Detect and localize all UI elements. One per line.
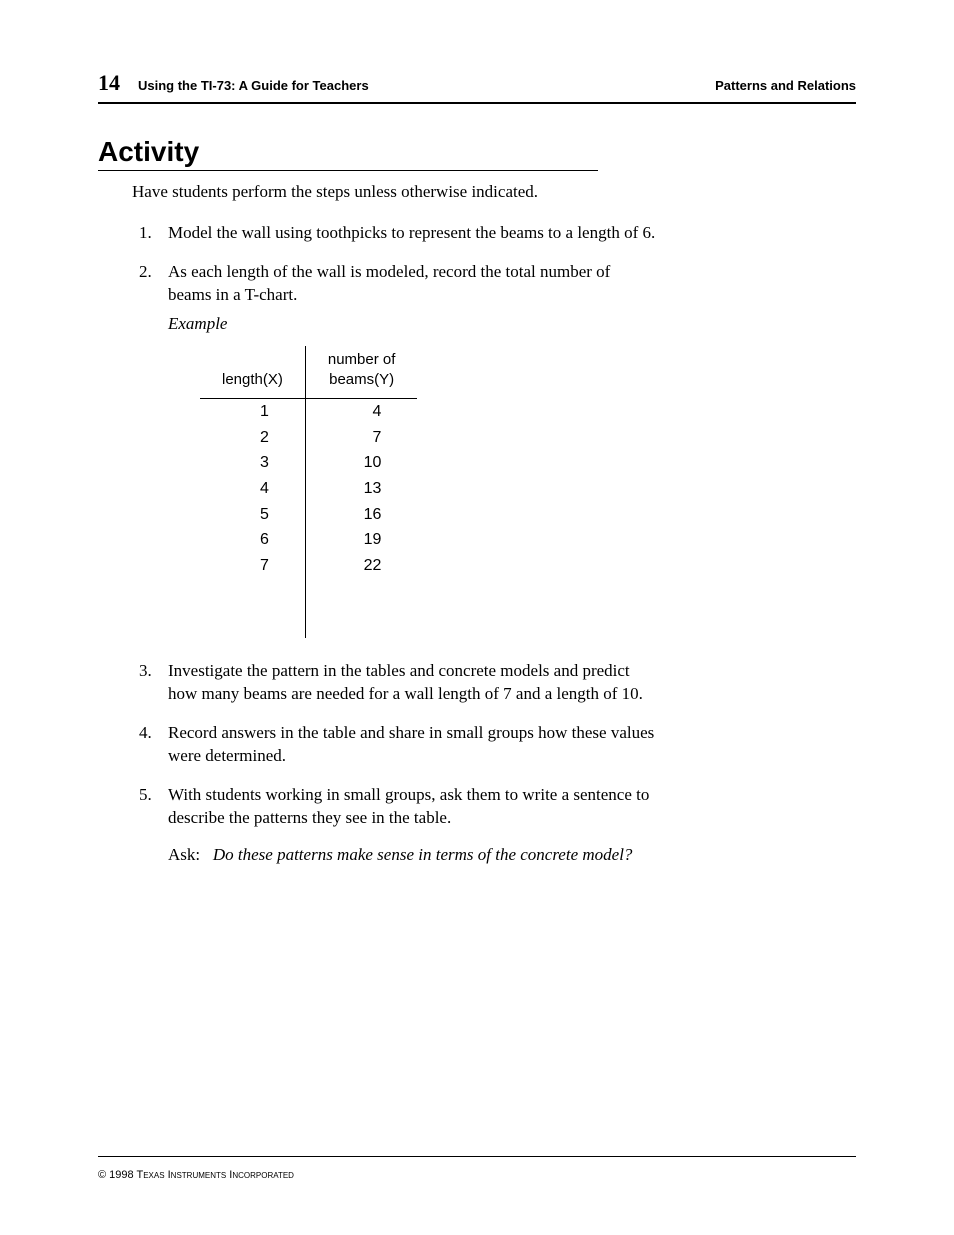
- table-row: 619: [200, 527, 417, 553]
- ask-question: Do these patterns make sense in terms of…: [213, 845, 633, 864]
- ask-label: Ask:: [168, 845, 200, 864]
- step-5-text: With students working in small groups, a…: [168, 785, 649, 827]
- steps-list: Model the wall using toothpicks to repre…: [156, 222, 656, 867]
- step-5: With students working in small groups, a…: [156, 784, 656, 867]
- page: 14 Using the TI-73: A Guide for Teachers…: [0, 0, 954, 867]
- table-row: 516: [200, 502, 417, 528]
- t-chart: length(X) number ofbeams(Y) 14 27 310 41…: [200, 346, 656, 639]
- step-2-text: As each length of the wall is modeled, r…: [168, 262, 610, 304]
- step-4: Record answers in the table and share in…: [156, 722, 656, 768]
- example-label: Example: [168, 313, 656, 336]
- table-spacer: [200, 578, 417, 638]
- book-title: Using the TI-73: A Guide for Teachers: [138, 78, 369, 93]
- table-row: 310: [200, 450, 417, 476]
- page-footer: © 1998 Texas Instruments Incorporated: [98, 1156, 856, 1183]
- t-chart-table: length(X) number ofbeams(Y) 14 27 310 41…: [200, 346, 417, 639]
- header-left: 14 Using the TI-73: A Guide for Teachers: [98, 70, 369, 96]
- table-row: 413: [200, 476, 417, 502]
- step-3: Investigate the pattern in the tables an…: [156, 660, 656, 706]
- table-row: 14: [200, 399, 417, 425]
- footer-text: © 1998 Texas Instruments Incorporated: [98, 1169, 294, 1181]
- section-heading: Activity: [98, 136, 598, 171]
- step-2: As each length of the wall is modeled, r…: [156, 261, 656, 638]
- intro-text: Have students perform the steps unless o…: [132, 181, 602, 204]
- t-chart-col-x: length(X): [200, 346, 305, 399]
- step-3-text: Investigate the pattern in the tables an…: [168, 661, 643, 703]
- page-number: 14: [98, 70, 120, 96]
- step-1-text: Model the wall using toothpicks to repre…: [168, 223, 655, 242]
- step-4-text: Record answers in the table and share in…: [168, 723, 654, 765]
- step-1: Model the wall using toothpicks to repre…: [156, 222, 656, 245]
- section-name: Patterns and Relations: [715, 78, 856, 93]
- t-chart-col-y: number ofbeams(Y): [305, 346, 417, 399]
- table-row: 27: [200, 425, 417, 451]
- page-header: 14 Using the TI-73: A Guide for Teachers…: [98, 70, 856, 104]
- ask-block: Ask: Do these patterns make sense in ter…: [168, 844, 656, 867]
- table-row: 722: [200, 553, 417, 579]
